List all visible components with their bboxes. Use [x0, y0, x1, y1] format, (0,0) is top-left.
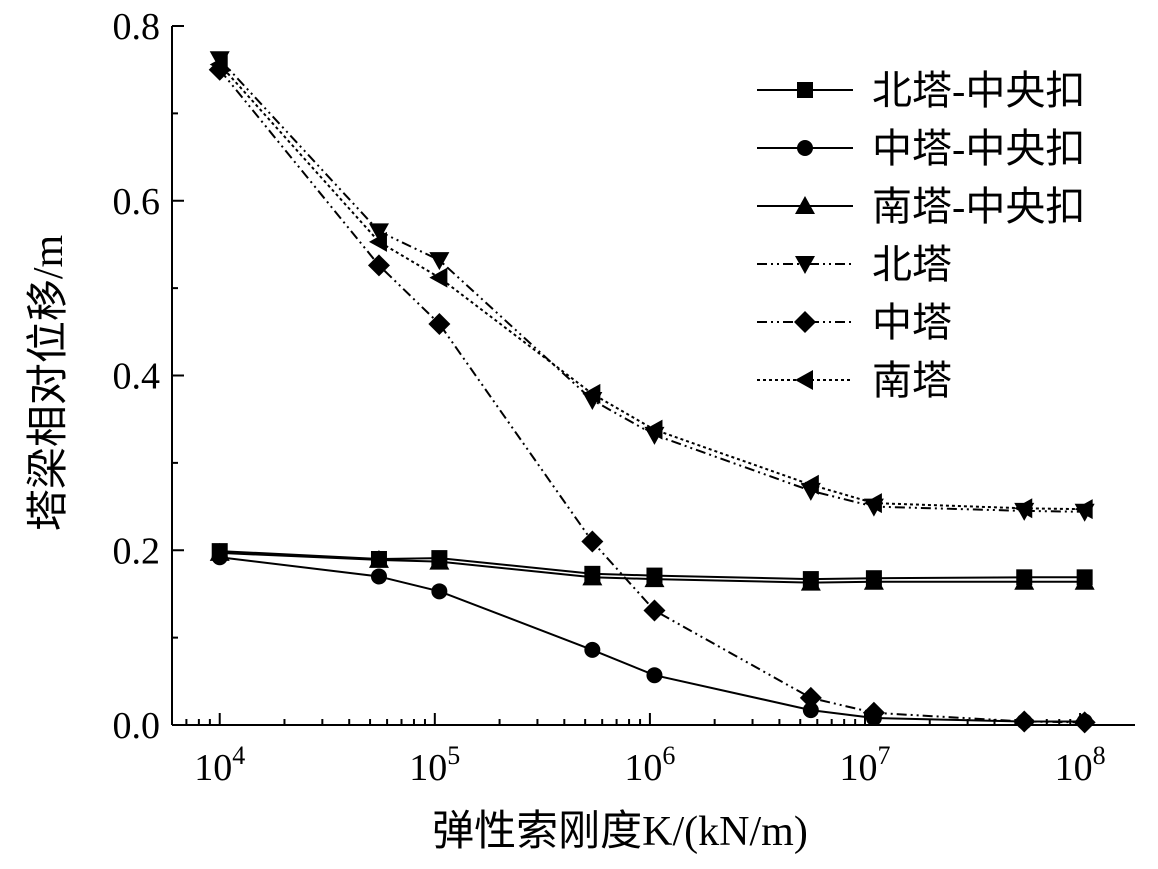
data-point: [429, 267, 448, 288]
legend-marker: [795, 370, 813, 390]
legend-entry-6: 南塔: [757, 358, 952, 403]
y-tick-label: 0.2: [113, 530, 161, 572]
data-point: [862, 701, 885, 724]
legend-marker: [794, 311, 816, 333]
series-layer: [208, 51, 1096, 734]
data-point: [367, 254, 390, 277]
data-point: [368, 223, 389, 242]
data-point: [368, 231, 387, 252]
axes: 0.0 0.2 0.4 0.6 0.8 104 105 106 107 108: [113, 6, 1135, 789]
x-tick-label: 108: [1055, 741, 1106, 789]
data-point: [584, 641, 601, 658]
x-tick-label: 107: [839, 741, 890, 789]
legend-label: 南塔-中央扣: [872, 184, 1085, 229]
x-tick-label: 106: [624, 741, 675, 789]
legend-label: 北塔: [872, 242, 952, 287]
legend-marker: [795, 196, 815, 214]
x-tick-label: 104: [194, 741, 245, 789]
data-point: [644, 419, 663, 440]
legend-label: 中塔-中央扣: [872, 126, 1085, 171]
legend-entry-1: 北塔-中央扣: [757, 68, 1085, 113]
data-point: [644, 569, 665, 588]
x-tick-label: 105: [409, 741, 460, 789]
data-point: [581, 530, 604, 553]
y-tick-label: 0.6: [113, 181, 161, 223]
legend-entry-3: 南塔-中央扣: [757, 184, 1085, 229]
data-point: [1073, 711, 1096, 734]
data-point: [428, 312, 451, 335]
data-point: [431, 583, 448, 600]
data-point: [582, 383, 601, 404]
data-point: [1013, 710, 1036, 733]
data-point: [582, 567, 603, 586]
legend-label: 南塔: [872, 358, 952, 403]
data-point: [1014, 498, 1033, 519]
data-point: [802, 702, 819, 719]
data-point: [209, 542, 230, 561]
legend-entry-4: 北塔: [757, 242, 952, 287]
legend-label: 北塔-中央扣: [872, 68, 1085, 113]
data-point: [429, 252, 450, 271]
y-axis-label: 塔梁相对位移/m: [25, 235, 72, 532]
data-point: [800, 572, 821, 591]
legend-marker: [797, 140, 813, 156]
series-line: [218, 69, 1085, 724]
data-point: [646, 667, 663, 684]
legend-entry-2: 中塔-中央扣: [757, 126, 1085, 171]
data-point: [800, 474, 819, 495]
data-point: [799, 686, 822, 709]
y-tick-label: 0.0: [113, 705, 161, 747]
data-point: [1074, 499, 1093, 520]
data-point: [1014, 571, 1035, 590]
data-point: [370, 568, 387, 585]
series-3: [209, 542, 1095, 591]
series-4: [209, 51, 1095, 522]
data-point: [368, 549, 389, 568]
data-point: [643, 599, 666, 622]
y-tick-label: 0.4: [113, 356, 161, 398]
y-tick-label: 0.8: [113, 6, 161, 48]
data-point: [863, 493, 882, 514]
legend-label: 中塔: [872, 300, 952, 345]
data-point: [429, 551, 450, 570]
data-point: [863, 571, 884, 590]
legend-marker: [797, 82, 813, 98]
legend-marker: [795, 256, 815, 274]
data-point: [1074, 571, 1095, 590]
x-axis-label: 弹性索刚度K/(kN/m): [432, 809, 808, 855]
series-6: [209, 54, 1093, 520]
legend-entry-5: 中塔: [757, 300, 952, 345]
data-point: [209, 54, 228, 75]
